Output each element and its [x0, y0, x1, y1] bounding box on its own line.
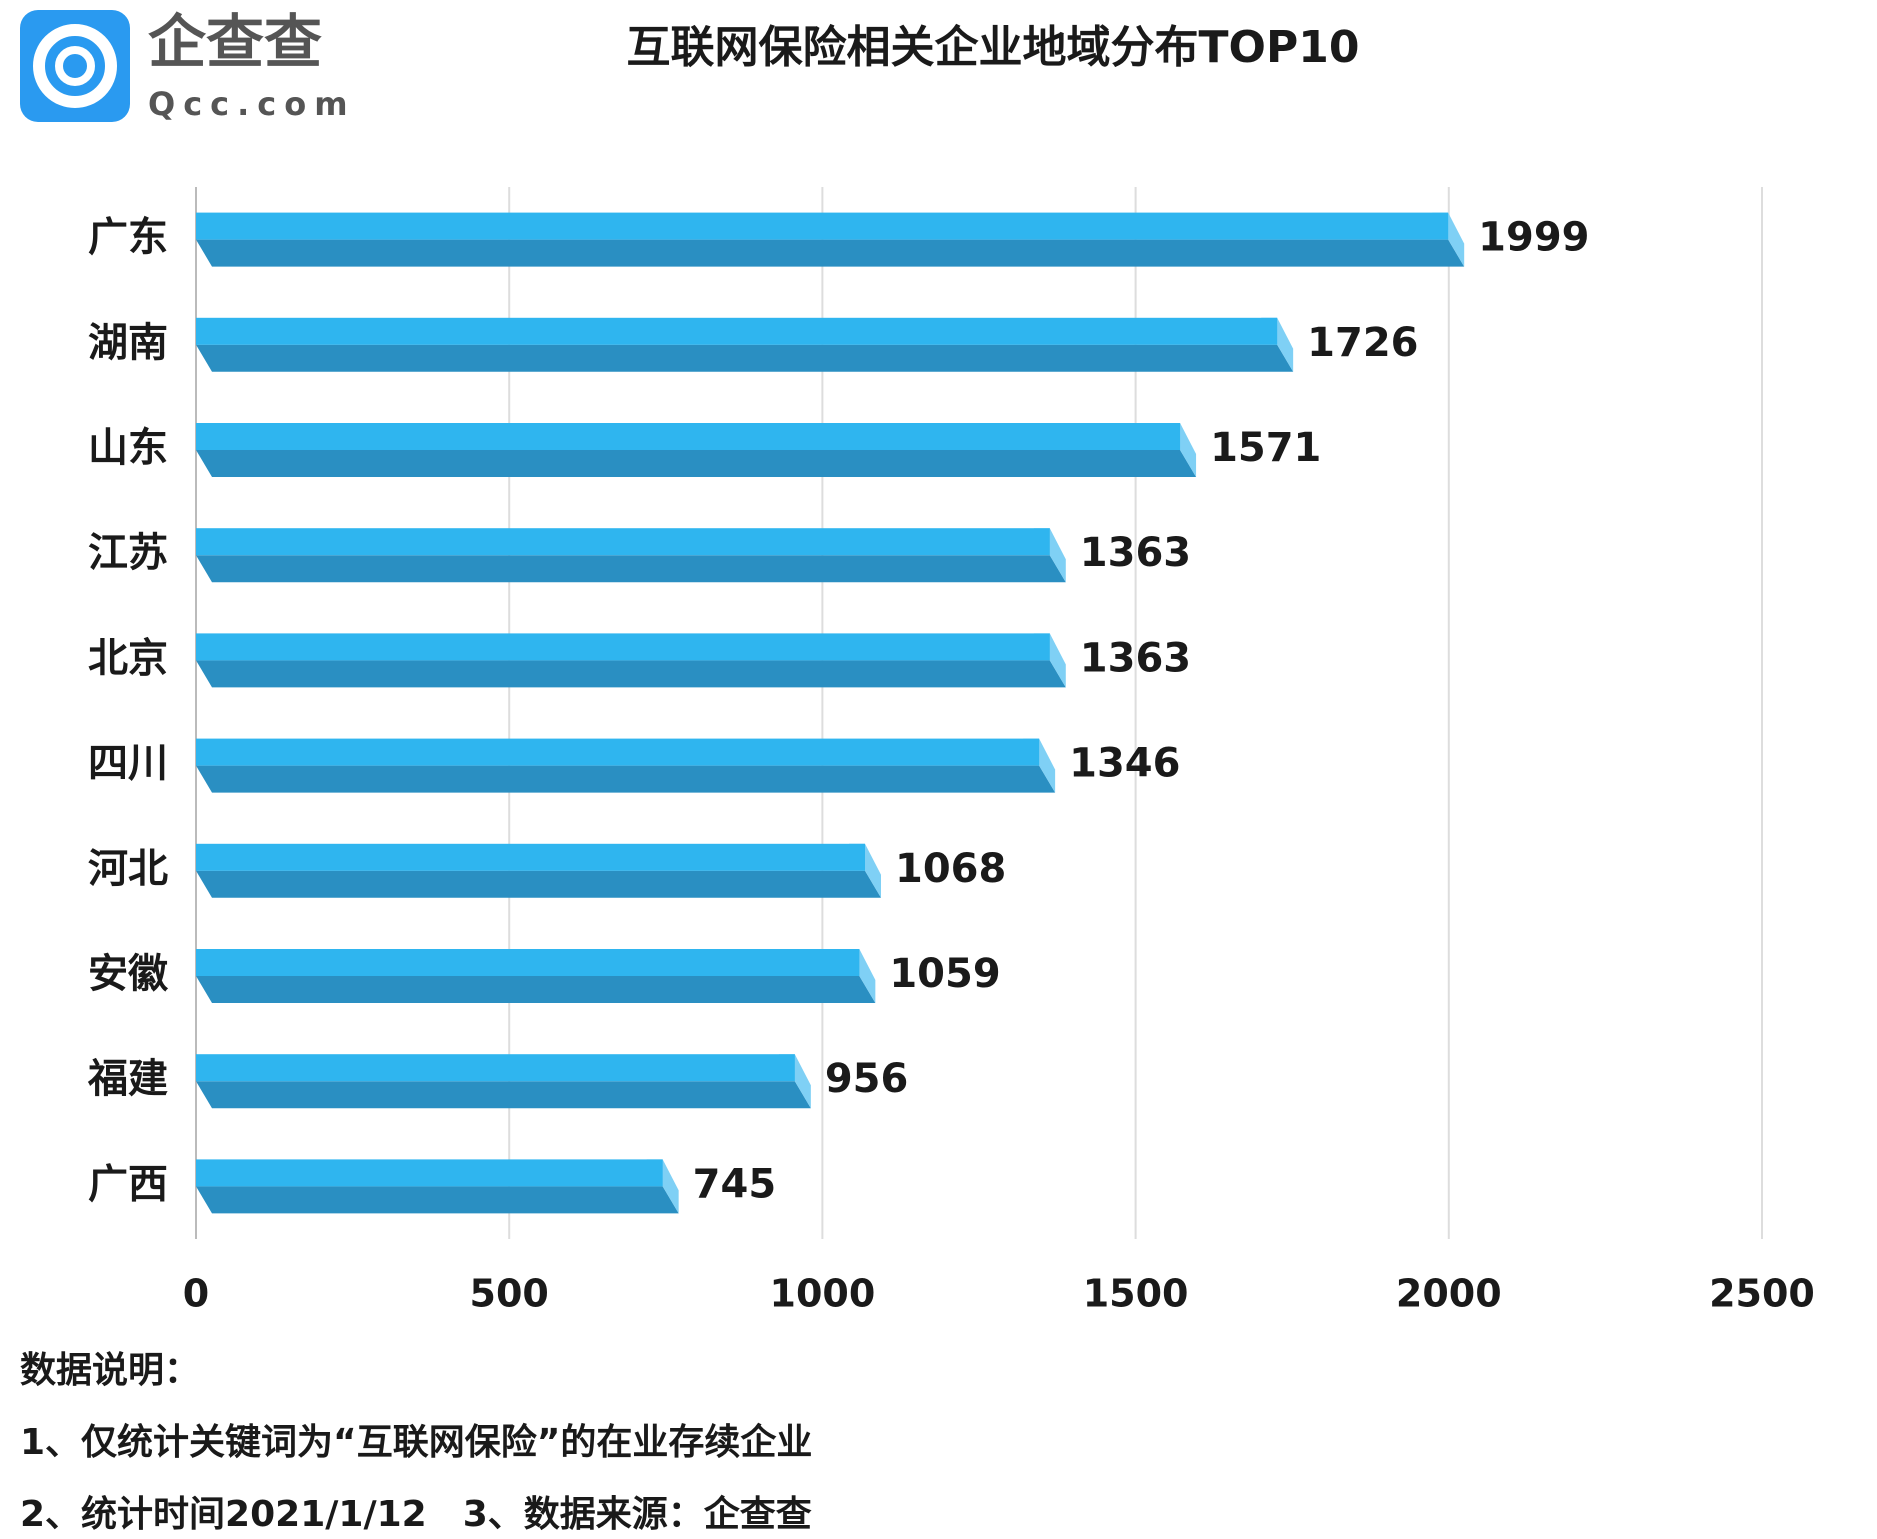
- bar-shade: [196, 1081, 811, 1109]
- value-label: 1059: [889, 951, 1000, 997]
- bar: [196, 633, 1050, 661]
- value-label: 1999: [1478, 215, 1589, 261]
- y-tick-label: 广东: [88, 215, 168, 261]
- note-line: 1、仅统计关键词为“互联网保险”的在业存续企业: [20, 1421, 812, 1463]
- bar-shade: [196, 765, 1056, 793]
- x-tick-label: 0: [183, 1272, 209, 1316]
- x-tick-label: 1500: [1083, 1272, 1189, 1316]
- bar-shade: [196, 1186, 679, 1214]
- bar-shade: [196, 870, 881, 898]
- y-tick-label: 北京: [88, 635, 168, 681]
- value-label: 745: [693, 1161, 777, 1207]
- y-tick-label: 安徽: [88, 951, 169, 997]
- value-label: 1346: [1069, 741, 1180, 787]
- logo-ring-inner: [55, 46, 95, 86]
- x-tick-label: 2500: [1709, 1272, 1815, 1316]
- chart-title: 互联网保险相关企业地域分布TOP10: [627, 22, 1360, 73]
- note-line: 2、统计时间2021/1/12 3、数据来源：企查查: [20, 1493, 812, 1535]
- bar: [196, 1159, 663, 1187]
- bar: [196, 1054, 795, 1082]
- value-label: 1571: [1210, 425, 1321, 471]
- y-tick-label: 山东: [88, 425, 168, 471]
- y-tick-label: 福建: [87, 1056, 168, 1102]
- y-tick-label: 湖南: [88, 320, 168, 366]
- bar-shade: [196, 976, 876, 1003]
- value-label: 1726: [1307, 320, 1418, 366]
- notes-heading: 数据说明：: [20, 1350, 200, 1391]
- bar: [196, 212, 1449, 240]
- logo-site: Qcc.com: [148, 85, 356, 123]
- y-tick-label: 河北: [88, 846, 168, 892]
- value-label: 1363: [1080, 635, 1191, 681]
- bar: [196, 843, 865, 871]
- bar-shade: [196, 555, 1066, 583]
- x-tick-label: 500: [470, 1272, 549, 1316]
- bar: [196, 317, 1278, 345]
- logo: 企查查 Qcc.com: [20, 8, 356, 123]
- bar: [196, 528, 1050, 556]
- value-label: 1068: [895, 846, 1006, 892]
- bar: [196, 738, 1040, 766]
- bar-shade: [196, 450, 1197, 477]
- bar-shade: [196, 239, 1465, 267]
- x-tick-label: 1000: [770, 1272, 876, 1316]
- logo-ring: [33, 24, 117, 108]
- value-label: 956: [825, 1056, 909, 1102]
- y-tick-label: 四川: [88, 741, 168, 787]
- bar-shade: [196, 660, 1066, 688]
- bar: [196, 949, 860, 976]
- y-tick-label: 广西: [88, 1161, 168, 1207]
- bar-shade: [196, 344, 1294, 372]
- y-tick-label: 江苏: [88, 530, 168, 576]
- bar: [196, 423, 1181, 450]
- logo-name: 企查查: [148, 8, 322, 76]
- value-label: 1363: [1080, 530, 1191, 576]
- x-tick-label: 2000: [1396, 1272, 1502, 1316]
